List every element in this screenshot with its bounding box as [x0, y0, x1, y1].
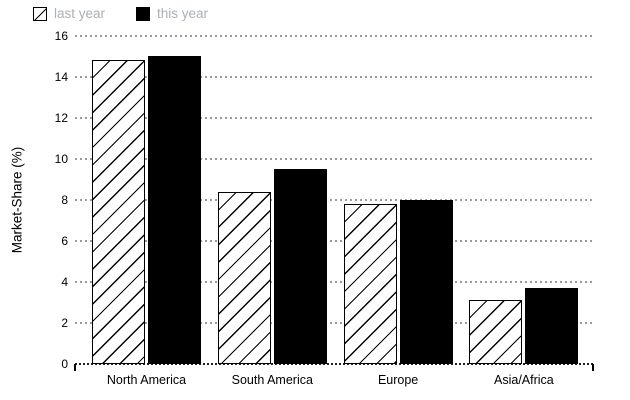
gridline-6 [75, 239, 593, 242]
y-tick-label-4: 4 [61, 274, 68, 289]
y-tick-label-8: 8 [61, 192, 68, 207]
x-axis-baseline [75, 363, 593, 365]
legend-swatch-this-year [136, 7, 151, 21]
bar-last-year-north-america [92, 60, 145, 364]
x-category-label-2: Europe [377, 373, 419, 387]
legend-label-last-year: last year [54, 6, 106, 22]
y-tick-label-10: 10 [54, 151, 68, 166]
bar-last-year-europe [343, 203, 397, 364]
legend: last year this year [33, 7, 208, 21]
gridline-4 [75, 280, 593, 283]
y-tick-label-14: 14 [54, 69, 68, 84]
gridline-10 [75, 157, 593, 160]
x-category-label-1: South America [231, 373, 313, 387]
y-tick-label-12: 12 [54, 110, 68, 125]
x-category-label-3: Asia/Africa [494, 373, 554, 387]
y-tick-label-0: 0 [61, 357, 68, 371]
y-tick-label-16: 16 [54, 28, 68, 43]
legend-label-this-year: this year [157, 6, 209, 22]
y-tick-label-6: 6 [61, 233, 68, 248]
bar-this-year-north-america [148, 56, 201, 364]
bar-last-year-south-america [217, 191, 271, 364]
gridline-14 [75, 75, 593, 78]
bar-this-year-south-america [273, 169, 327, 364]
bar-this-year-asia-africa [525, 288, 579, 364]
x-axis-right-end-tick [592, 364, 594, 371]
y-axis-title: Market-Share (%) [9, 146, 25, 254]
bar-this-year-europe [399, 199, 453, 364]
x-axis-left-end-tick [74, 364, 76, 371]
gridline-16 [75, 34, 593, 37]
legend-item-last-year: last year [33, 7, 105, 21]
legend-swatch-last-year [33, 7, 47, 21]
legend-item-this-year: this year [136, 7, 208, 21]
gridline-8 [75, 198, 593, 201]
y-tick-label-2: 2 [61, 315, 68, 330]
gridline-2 [75, 321, 593, 324]
gridline-12 [75, 116, 593, 119]
bar-last-year-asia-africa [469, 300, 523, 364]
x-category-label-0: North America [106, 373, 187, 387]
